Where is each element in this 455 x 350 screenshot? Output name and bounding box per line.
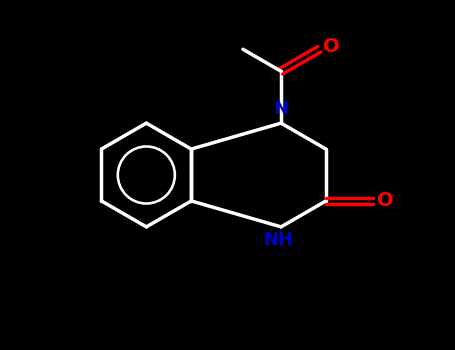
Text: N: N bbox=[273, 100, 288, 118]
Text: NH: NH bbox=[264, 231, 294, 249]
Text: O: O bbox=[377, 191, 394, 210]
Text: O: O bbox=[323, 37, 339, 56]
